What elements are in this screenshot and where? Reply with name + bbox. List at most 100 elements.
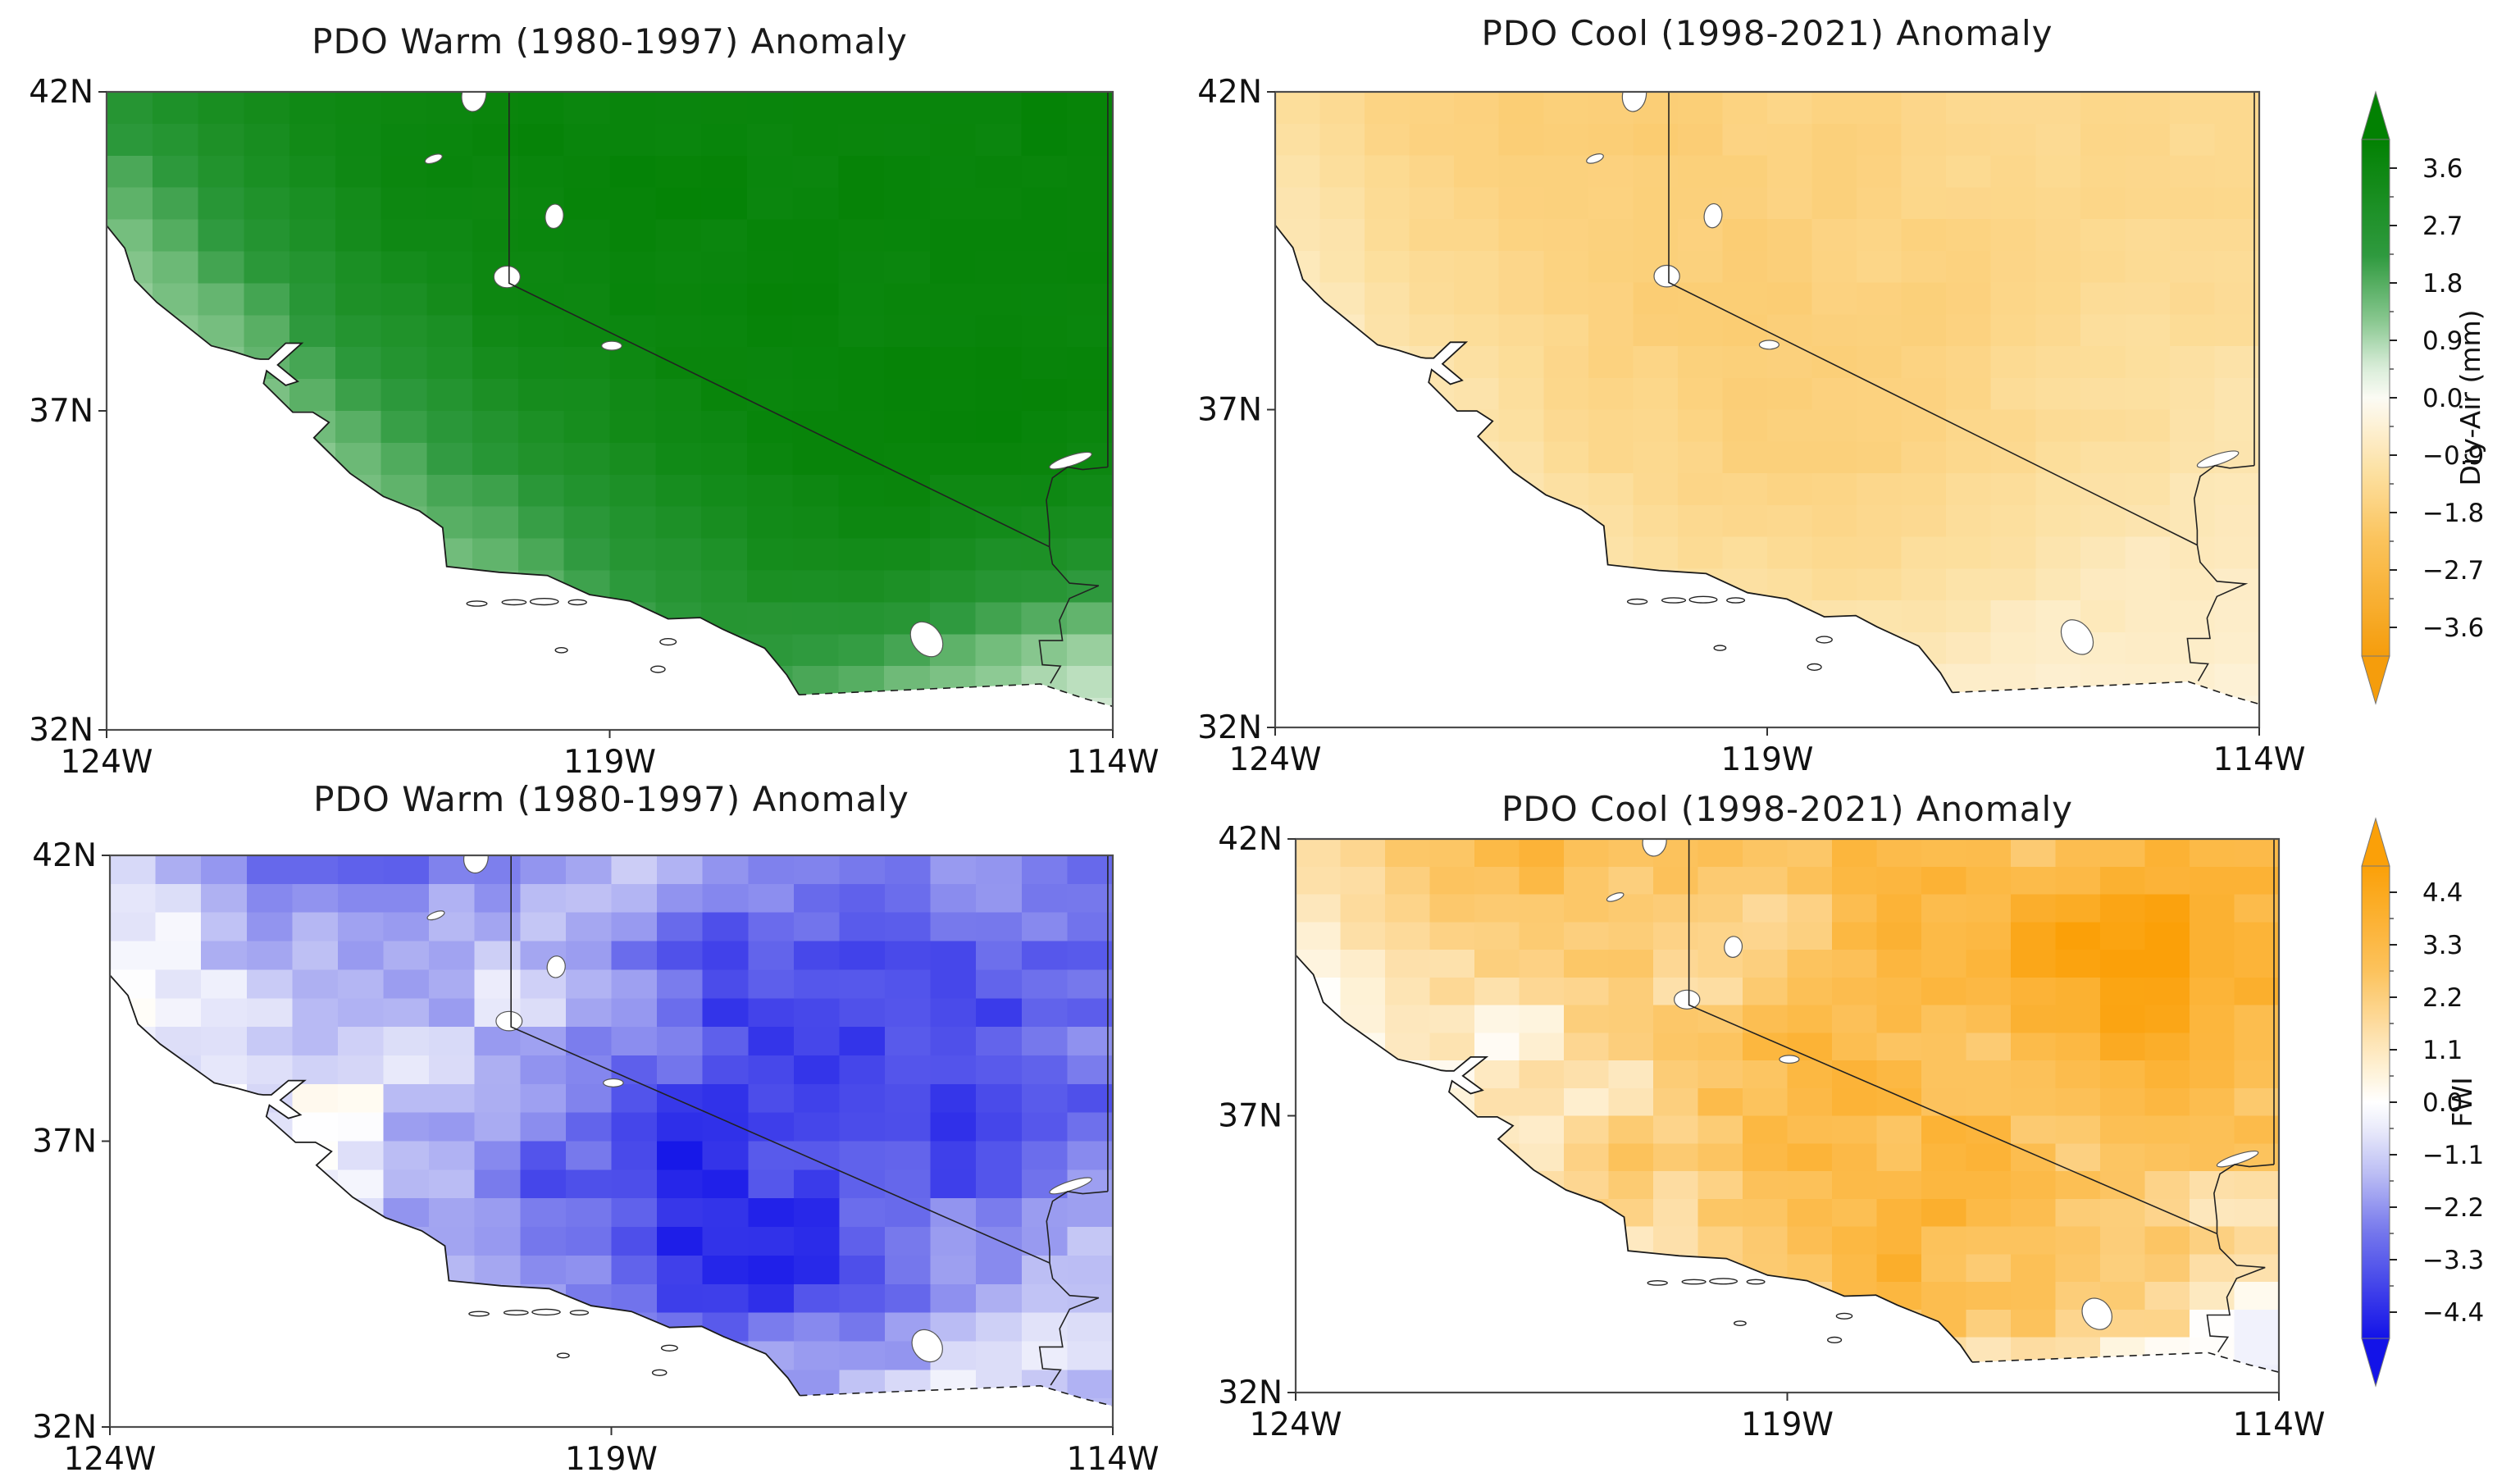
x-tick-label: 119W (1720, 741, 1813, 778)
channel-islands (466, 597, 677, 673)
mono-lake (603, 1078, 624, 1087)
panel-title-dryair-warm: PDO Warm (1980-1997) Anomaly (312, 21, 908, 62)
lakes (424, 92, 1092, 658)
colorado-river-border (1038, 466, 1108, 684)
goose-lake (461, 92, 487, 112)
colorbar-axis-label: Dry-Air (mm) (2454, 310, 2486, 486)
colorbar-tick-label: −1.1 (2422, 1141, 2484, 1170)
x-tick-label: 119W (563, 744, 656, 781)
coastline (107, 224, 800, 695)
colorado-river-border (2186, 464, 2255, 682)
y-tick-label: 37N (32, 1124, 97, 1160)
axes: 124W 119W 114W 42N 37N 32N (1197, 74, 2305, 778)
axes: 124W 119W 114W 42N 37N 32N (29, 74, 1159, 781)
colorbar-arrow-top (2361, 817, 2390, 867)
lake-mead (1049, 451, 1092, 470)
colorbar-tick-label: 2.7 (2422, 212, 2463, 241)
panel-fwi-warm: 124W 119W 114W 42N 37N 32N (32, 837, 1159, 1477)
lakes (1586, 92, 2240, 655)
land-field (1275, 92, 2259, 715)
x-tick-label: 114W (1066, 1441, 1159, 1477)
colorbar-tick-label: 0.0 (2422, 1088, 2463, 1118)
mexico-border (1952, 681, 2259, 705)
lake-tahoe (495, 1010, 523, 1032)
colorbar-arrow-top (2361, 90, 2390, 140)
y-tick-label: 32N (1197, 709, 1262, 746)
eagle-lake (1586, 153, 1604, 164)
heatmap-cells (1296, 839, 2279, 1382)
colorbar-tick-label: −0.9 (2422, 441, 2484, 471)
heatmap-cells (1275, 92, 2259, 715)
colorbar-arrow-bottom (2361, 655, 2390, 705)
ca-nv-border (1688, 839, 2217, 1235)
channel-islands (468, 1308, 678, 1377)
land-field (107, 92, 1113, 718)
goose-lake (1621, 92, 1647, 112)
mono-lake (601, 340, 622, 351)
heatmap-cells (110, 855, 1113, 1416)
colorbar-tick-label: −3.6 (2422, 613, 2484, 643)
x-tick-label: 114W (1066, 744, 1159, 781)
mexico-border (799, 683, 1113, 708)
pyramid-lake (546, 955, 566, 978)
x-tick-label: 124W (63, 1441, 156, 1477)
y-tick-label: 37N (29, 393, 93, 430)
salton-sea (2060, 619, 2094, 655)
colorbar-arrow-bottom (2361, 1338, 2390, 1388)
panel-title-fwi-warm: PDO Warm (1980-1997) Anomaly (313, 779, 909, 819)
colorbar-fwi: 4.4 3.3 2.2 1.1 0.0 −1.1 −2.2 −3.3 −4.4 FWI (2361, 817, 2484, 1388)
eagle-lake (1606, 892, 1625, 902)
coastline (1296, 954, 1973, 1363)
colorbar-axis-label: FWI (2446, 1077, 2478, 1127)
eagle-lake (426, 910, 445, 921)
lake-tahoe (1673, 989, 1701, 1010)
lake-mead (2216, 1150, 2259, 1168)
lake-tahoe (493, 265, 521, 289)
colorbar-tick-label: 4.4 (2422, 878, 2463, 908)
colorbar-tick-label: −3.3 (2422, 1246, 2484, 1275)
colorbar-tick-label: 0.9 (2422, 326, 2463, 356)
colorbar-tick-label: 0.0 (2422, 384, 2463, 413)
panel-dryair-warm: 124W 119W 114W 42N 37N 32N (29, 74, 1159, 781)
colorbar-tick-label: −1.8 (2422, 499, 2484, 528)
eagle-lake (424, 153, 443, 165)
x-tick-label: 114W (2212, 741, 2305, 778)
colorbar-tick-label: 3.6 (2422, 154, 2463, 184)
colorbar-tick-label: 3.3 (2422, 931, 2463, 960)
heatmap-cells (107, 92, 1113, 718)
colorbar-tick-label: −4.4 (2422, 1298, 2484, 1328)
land-field (110, 855, 1113, 1416)
lake-mead (1049, 1177, 1092, 1195)
mono-lake (1758, 340, 1779, 350)
colorbar-gradient (2361, 139, 2390, 657)
lake-mead (2196, 450, 2240, 468)
lake-tahoe (1653, 264, 1680, 288)
colorbar-dryair: 3.6 2.7 1.8 0.9 0.0 −0.9 −1.8 −2.7 −3.6 Dry-Air (… (2361, 90, 2486, 705)
colorado-river-border (1038, 1190, 1108, 1386)
lakes (426, 855, 1092, 1363)
pyramid-lake (545, 203, 564, 230)
colorbar-tick-label: 1.1 (2422, 1036, 2463, 1065)
colorbar-tick-label: 1.8 (2422, 269, 2463, 299)
panel-dryair-cool: 124W 119W 114W 42N 37N 32N (1197, 74, 2305, 778)
land-field (1296, 839, 2279, 1382)
y-tick-label: 37N (1197, 392, 1262, 429)
lakes (1606, 839, 2259, 1330)
channel-islands (1647, 1278, 1853, 1344)
panel-title-fwi-cool: PDO Cool (1998-2021) Anomaly (1501, 789, 2074, 829)
y-tick-label: 42N (32, 837, 97, 874)
coastline (110, 973, 801, 1397)
axes: 124W 119W 114W 42N 37N 32N (32, 837, 1159, 1477)
y-tick-label: 42N (29, 74, 93, 111)
y-tick-label: 42N (1218, 821, 1283, 858)
mexico-border (800, 1384, 1113, 1407)
salton-sea (2081, 1297, 2113, 1330)
panel-title-dryair-cool: PDO Cool (1998-2021) Anomaly (1481, 13, 2053, 53)
x-tick-label: 119W (1741, 1406, 1834, 1443)
x-tick-label: 124W (1249, 1406, 1342, 1443)
x-tick-label: 124W (1228, 741, 1321, 778)
colorbar-tick-label: −2.7 (2422, 556, 2484, 586)
y-tick-label: 37N (1218, 1098, 1283, 1135)
